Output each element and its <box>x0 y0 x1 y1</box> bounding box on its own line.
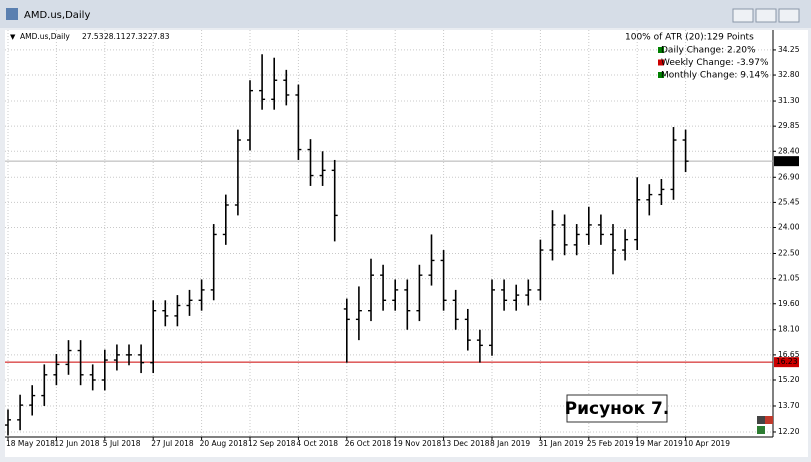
change-label: Monthly Change: 9.14% <box>661 71 769 81</box>
header-close: 27.83 <box>148 32 170 41</box>
current-price-box <box>774 156 799 167</box>
menu-arrow: ▼ <box>10 33 16 41</box>
x-tick-label: 18 May 2018 <box>6 439 55 448</box>
x-tick-label: 8 Jan 2019 <box>490 439 530 448</box>
x-tick-label: 31 Jan 2019 <box>538 439 583 448</box>
current-price-label: 27.83 <box>776 156 798 165</box>
y-tick-label: 25.45 <box>778 197 800 206</box>
y-tick-label: 24.00 <box>778 223 800 232</box>
title-bar <box>0 0 811 28</box>
header-low: 27.32 <box>126 32 148 41</box>
change-label: Weekly Change: -3.97% <box>661 58 769 68</box>
corner-icon <box>765 416 773 424</box>
maximize-button[interactable] <box>755 8 777 23</box>
x-tick-label: 20 Aug 2018 <box>200 439 248 448</box>
corner-icon <box>757 416 765 424</box>
atr-label: 100% of ATR (20):129 Points <box>625 33 754 43</box>
y-tick-label: 12.20 <box>778 427 800 436</box>
y-tick-label: 19.60 <box>778 299 800 308</box>
y-tick-label: 13.70 <box>778 401 800 410</box>
x-tick-label: 27 Jul 2018 <box>151 439 194 448</box>
x-tick-label: 10 Apr 2019 <box>684 439 731 448</box>
x-tick-label: 12 Sep 2018 <box>248 439 296 448</box>
minimize-button[interactable] <box>732 8 754 23</box>
figure-caption: Рисунок 7. <box>565 399 670 419</box>
change-marker <box>658 47 664 53</box>
window-icon <box>6 8 18 20</box>
y-tick-label: 26.90 <box>778 172 800 181</box>
y-tick-label: 29.85 <box>778 121 800 130</box>
corner-icon <box>757 426 765 434</box>
x-tick-label: 25 Feb 2019 <box>587 439 634 448</box>
x-tick-label: 26 Oct 2018 <box>345 439 392 448</box>
window-title: AMD.us,Daily <box>24 10 90 21</box>
y-tick-label: 31.30 <box>778 96 800 105</box>
y-tick-label: 34.25 <box>778 45 800 54</box>
plot: 34.25 32.80 31.30 29.85 28.40 26.90 25.45 24.00… <box>5 30 800 448</box>
chart-area <box>5 30 808 457</box>
x-tick-label: 5 Jul 2018 <box>103 439 141 448</box>
x-tick-label: 4 Oct 2018 <box>296 439 338 448</box>
level-label: 16.23 <box>776 357 798 366</box>
chart-header-symbol: AMD.us,Daily <box>20 32 70 41</box>
y-tick-label: 22.50 <box>778 249 800 258</box>
change-marker <box>658 59 664 66</box>
header-high: 28.11 <box>104 32 126 41</box>
y-tick-label: 32.80 <box>778 70 800 79</box>
level-box <box>774 357 799 368</box>
header-open: 27.53 <box>82 32 104 41</box>
figure-caption-box <box>566 394 668 423</box>
close-button[interactable] <box>778 8 800 23</box>
y-tick-label: 16.65 <box>778 350 800 359</box>
y-tick-label: 15.20 <box>778 375 800 384</box>
x-tick-label: 19 Mar 2019 <box>635 439 683 448</box>
x-tick-label: 19 Nov 2018 <box>393 439 441 448</box>
x-tick-label: 12 Jun 2018 <box>54 439 99 448</box>
change-label: Daily Change: 2.20% <box>661 46 756 56</box>
y-tick-label: 21.05 <box>778 274 800 283</box>
y-tick-label: 18.10 <box>778 325 800 334</box>
y-tick-label: 28.40 <box>778 146 800 155</box>
x-tick-label: 13 Dec 2018 <box>442 439 490 448</box>
change-marker <box>658 72 664 78</box>
